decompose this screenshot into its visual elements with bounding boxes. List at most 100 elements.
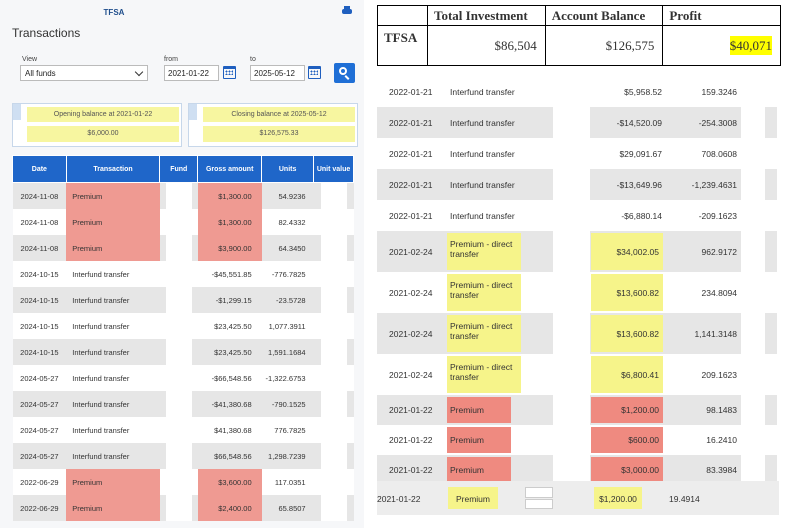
row-transaction: Interfund transfer — [66, 313, 160, 339]
to-date-input[interactable]: 2025-05-12 — [250, 65, 305, 81]
row-unit-value — [313, 443, 354, 469]
fund-box — [165, 209, 192, 235]
account-name: TFSA — [103, 8, 125, 17]
list-item[interactable]: 2021-01-22 Premium $600.00 16.2410 — [377, 425, 777, 455]
calendar-icon[interactable] — [223, 66, 236, 79]
summary-header-blank — [377, 5, 428, 26]
row-units: 234.8094 — [701, 288, 737, 298]
search-button[interactable] — [334, 63, 355, 83]
row-unit-value — [313, 339, 354, 365]
footer-date: 2021-01-22 — [377, 494, 421, 504]
summary-row-label: TFSA — [377, 25, 428, 66]
column-header-units[interactable]: Units — [261, 155, 315, 183]
unit-value-box — [320, 469, 347, 495]
table-row[interactable]: 2024-10-15 Interfund transfer -$1,299.15 -2… — [12, 287, 354, 313]
row-transaction: Interfund transfer — [450, 180, 515, 190]
row-gross-amount: $5,958.52 — [624, 87, 662, 97]
closing-balance-value: $126,575.33 — [203, 126, 355, 142]
table-row[interactable]: 2024-10-15 Interfund transfer $23,425.50 1,… — [12, 313, 354, 339]
row-transaction: Interfund transfer — [66, 443, 160, 469]
table-row[interactable]: 2024-10-15 Interfund transfer -$45,551.85-… — [12, 261, 354, 287]
row-date: 2024-11-08 — [12, 182, 67, 209]
row-transaction: Interfund transfer — [66, 261, 160, 287]
fund-box — [553, 107, 590, 138]
row-transaction: Premium — [66, 235, 160, 261]
list-item[interactable]: 2021-01-22 Premium $1,200.00 98.1483 — [377, 395, 777, 425]
row-fund — [159, 365, 198, 391]
unit-value-box — [320, 261, 347, 287]
table-row[interactable]: 2022-06-29 Premium $2,400.00 65.8507 — [12, 495, 354, 521]
row-transaction: Premium — [66, 209, 160, 235]
table-row[interactable]: 2024-05-27 Interfund transfer $41,380.68 77… — [12, 417, 354, 443]
row-transaction: Interfund transfer — [450, 87, 515, 97]
column-header-fund[interactable]: Fund — [159, 155, 199, 183]
from-date-input[interactable]: 2021-01-22 — [164, 65, 219, 81]
fund-box — [165, 183, 192, 209]
row-transaction: Premium — [66, 182, 160, 209]
column-header-transaction[interactable]: Transaction — [65, 155, 161, 183]
row-units: 64.3450 — [261, 235, 314, 261]
row-date: 2022-01-21 — [389, 118, 433, 128]
list-item[interactable]: 2022-01-21 Interfund transfer -$6,880.14 -2… — [377, 200, 777, 231]
row-date: 2022-01-21 — [389, 211, 433, 221]
row-transaction: Premium — [447, 427, 511, 453]
row-gross-amount: -$66,548.56 — [197, 365, 262, 391]
row-gross-amount: $1,200.00 — [591, 397, 663, 423]
column-header-date[interactable]: Date — [12, 155, 67, 183]
table-row[interactable]: 2024-05-27 Interfund transfer $66,548.56 1,… — [12, 443, 354, 469]
unit-value-box — [320, 443, 347, 469]
row-units: 1,591.1684 — [261, 339, 314, 365]
row-gross-amount: $23,425.50 — [197, 339, 262, 365]
calendar-icon[interactable] — [308, 66, 321, 79]
row-units: 209.1623 — [701, 370, 737, 380]
unit-value-box — [741, 425, 765, 455]
table-row[interactable]: 2024-11-08 Premium $1,300.00 82.4332 — [12, 209, 354, 235]
print-icon[interactable] — [342, 6, 352, 15]
unit-value-box — [741, 107, 765, 138]
row-date: 2024-10-15 — [12, 287, 67, 313]
fund-box — [553, 354, 590, 395]
row-gross-amount: -$45,551.85 — [197, 261, 262, 287]
list-item[interactable]: 2021-01-22 Premium $3,000.00 83.3984 — [377, 455, 777, 485]
list-item[interactable]: 2022-01-21 Interfund transfer $5,958.52 159… — [377, 76, 777, 107]
table-row[interactable]: 2022-06-29 Premium $3,600.00 117.0351 — [12, 469, 354, 495]
list-item[interactable]: 2022-01-21 Interfund transfer -$14,520.09 -… — [377, 107, 777, 138]
row-gross-amount: $34,002.05 — [591, 233, 663, 270]
row-gross-amount: $41,380.68 — [197, 417, 262, 443]
unit-value-box — [741, 395, 765, 425]
row-date: 2022-01-21 — [389, 180, 433, 190]
summary-header-total-investment: Total Investment — [426, 5, 546, 26]
table-row[interactable]: 2024-05-27 Interfund transfer -$41,380.68-… — [12, 391, 354, 417]
row-units: 83.3984 — [706, 465, 737, 475]
unit-value-box — [320, 235, 347, 261]
row-unit-value — [313, 182, 354, 209]
column-header-gross-amount[interactable]: Gross amount — [197, 155, 263, 183]
fund-box — [165, 417, 192, 443]
column-header-unit-value[interactable]: Unit value — [313, 155, 354, 183]
row-fund — [159, 182, 198, 209]
table-row[interactable]: 2024-11-08 Premium $1,300.00 54.9236 — [12, 182, 354, 209]
list-item[interactable]: 2021-02-24 Premium - direct transfer $34,0… — [377, 231, 777, 272]
row-gross-amount: $1,300.00 — [197, 182, 262, 209]
list-item[interactable]: 2021-02-24 Premium - direct transfer $6,80… — [377, 354, 777, 395]
list-item[interactable]: 2022-01-21 Interfund transfer $29,091.67 70… — [377, 138, 777, 169]
list-item[interactable]: 2021-02-24 Premium - direct transfer $13,6… — [377, 313, 777, 354]
row-transaction: Interfund transfer — [66, 339, 160, 365]
row-date: 2022-01-21 — [389, 87, 433, 97]
view-select[interactable]: All funds — [20, 65, 148, 81]
table-row[interactable]: 2024-05-27 Interfund transfer -$66,548.56-… — [12, 365, 354, 391]
row-units: -23.5728 — [261, 287, 314, 313]
table-row[interactable]: 2024-11-08 Premium $3,900.00 64.3450 — [12, 235, 354, 261]
row-units: 962.9172 — [701, 247, 737, 257]
list-item[interactable]: 2022-01-21 Interfund transfer -$13,649.96 -… — [377, 169, 777, 200]
table-row[interactable]: 2024-10-15 Interfund transfer $23,425.50 1,… — [12, 339, 354, 365]
row-transaction: Premium — [447, 397, 511, 423]
row-units: 117.0351 — [261, 469, 314, 495]
list-item[interactable]: 2021-02-24 Premium - direct transfer $13,6… — [377, 272, 777, 313]
row-transaction: Interfund transfer — [450, 149, 515, 159]
closing-balance-card: Closing balance at 2025-05-12 $126,575.3… — [188, 103, 358, 147]
row-gross-amount: $66,548.56 — [197, 443, 262, 469]
row-units: 82.4332 — [261, 209, 314, 235]
row-units: -1,322.6753 — [261, 365, 314, 391]
row-date: 2022-01-21 — [389, 149, 433, 159]
